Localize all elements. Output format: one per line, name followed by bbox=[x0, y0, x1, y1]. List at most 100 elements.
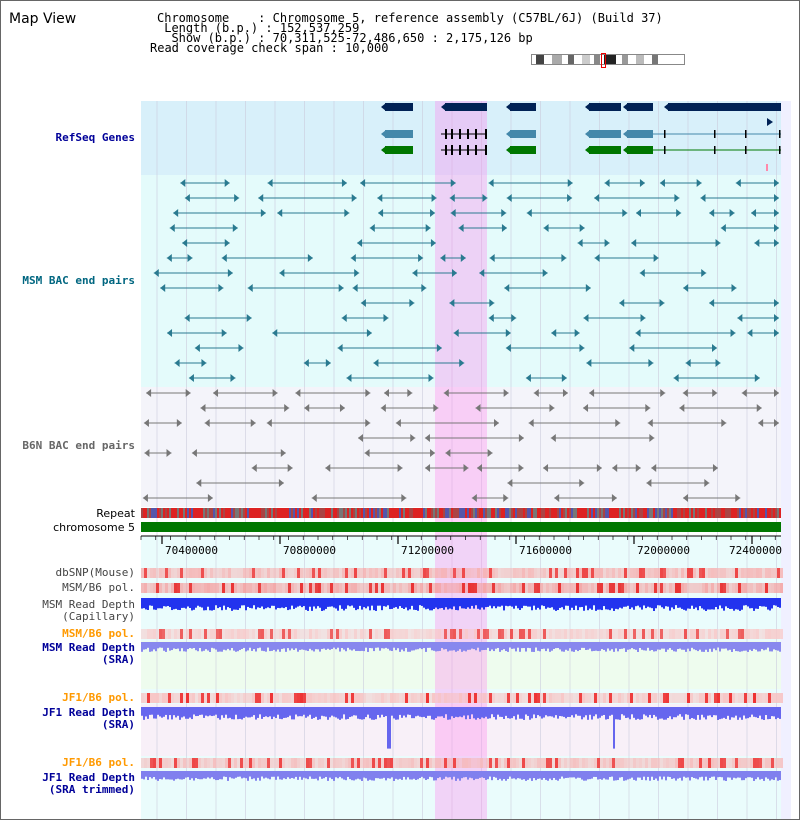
b6n-bac-pair-end bbox=[425, 464, 431, 472]
jf1-b6-pol-strip bbox=[558, 758, 561, 768]
msm-depth-capillary-bar bbox=[333, 598, 335, 608]
msm-depth-capillary-bar bbox=[597, 598, 599, 610]
jf1-depth-sra-bar bbox=[295, 707, 297, 715]
repeat-segment bbox=[575, 508, 577, 518]
msm-depth-sra-line2: (SRA) bbox=[101, 653, 135, 666]
track-label-refseq[interactable]: RefSeq Genes bbox=[55, 131, 135, 144]
refseq-exon bbox=[459, 129, 461, 139]
msm-b6-pol-strip bbox=[561, 583, 564, 593]
repeat-segment bbox=[771, 508, 773, 518]
jf1-depth-sra-bar bbox=[735, 707, 737, 716]
msm-b6-pol-strip bbox=[144, 629, 147, 639]
jf1-b6-pol-strip bbox=[357, 693, 360, 703]
jf1-depth-trimmed-bar bbox=[383, 771, 385, 778]
msm-depth-sra-bar bbox=[347, 642, 349, 648]
dbsnp-strip bbox=[408, 568, 411, 578]
msm-depth-capillary-bar bbox=[527, 598, 529, 607]
msm-depth-capillary-bar bbox=[445, 598, 447, 608]
repeat-segment bbox=[377, 508, 379, 518]
repeat-segment bbox=[215, 508, 217, 518]
msm-b6-pol-strip bbox=[456, 583, 459, 593]
dbsnp-strip bbox=[234, 568, 237, 578]
msm-b6-pol-strip bbox=[507, 629, 510, 639]
repeat-segment bbox=[465, 508, 467, 518]
repeat-segment bbox=[209, 508, 211, 518]
msm-bac-pair-end bbox=[659, 299, 665, 307]
jf1-b6-pol-strip bbox=[537, 758, 540, 768]
track-label-chromosome[interactable]: chromosome 5 bbox=[53, 521, 135, 534]
msm-depth-capillary-bar bbox=[461, 598, 463, 609]
msm-b6-pol-strip bbox=[294, 583, 297, 593]
msm-depth-sra-bar bbox=[395, 642, 397, 651]
msm-bac-pair-end bbox=[430, 209, 436, 217]
repeat-segment bbox=[421, 508, 423, 518]
msm-b6-pol-strip bbox=[645, 629, 648, 639]
repeat-segment bbox=[529, 508, 531, 518]
refseq-gene-arrow bbox=[623, 103, 628, 111]
track-label-b6n-bac[interactable]: B6N BAC end pairs bbox=[22, 439, 135, 452]
track-label-dbsnp[interactable]: dbSNP(Mouse) bbox=[55, 566, 135, 579]
msm-depth-sra-bar bbox=[355, 642, 357, 652]
track-label-msm-b6-pol-2[interactable]: MSM/B6 pol. bbox=[62, 627, 135, 640]
msm-depth-capillary-bar bbox=[399, 598, 401, 607]
jf1-b6-pol-strip bbox=[282, 693, 285, 703]
dbsnp-strip bbox=[360, 568, 363, 578]
jf1-depth-trimmed-bar bbox=[523, 771, 525, 780]
jf1-depth-sra-bar bbox=[493, 707, 495, 718]
jf1-depth-sra-bar bbox=[717, 707, 719, 720]
track-label-jf1-b6-pol-2[interactable]: JF1/B6 pol. bbox=[62, 756, 135, 769]
msm-b6-pol-strip bbox=[513, 629, 516, 639]
msm-bac-pair-end bbox=[506, 194, 512, 202]
jf1-depth-trimmed-bar bbox=[215, 771, 217, 781]
jf1-b6-pol-strip bbox=[261, 758, 264, 768]
jf1-depth-trimmed-bar bbox=[767, 771, 769, 779]
track-label-jf1-depth-trimmed[interactable]: JF1 Read Depth (SRA trimmed) bbox=[1, 772, 135, 796]
msm-depth-sra-bar bbox=[617, 642, 619, 652]
jf1-b6-pol-strip bbox=[762, 758, 765, 768]
repeat-segment bbox=[617, 508, 619, 518]
jf1-b6-pol-strip bbox=[576, 758, 579, 768]
msm-depth-capillary-bar bbox=[687, 598, 689, 609]
track-label-msm-depth-sra[interactable]: MSM Read Depth (SRA) bbox=[1, 642, 135, 666]
track-label-msm-bac[interactable]: MSM BAC end pairs bbox=[22, 274, 135, 287]
msm-depth-capillary-bar bbox=[661, 598, 663, 608]
msm-b6-pol-strip bbox=[669, 583, 672, 593]
repeat-segment bbox=[415, 508, 417, 518]
msm-depth-sra-bar bbox=[199, 642, 201, 649]
jf1-depth-trimmed-bar bbox=[741, 771, 743, 781]
track-label-msm-depth-capillary[interactable]: MSM Read Depth (Capillary) bbox=[1, 599, 135, 623]
repeat-segment bbox=[527, 508, 529, 518]
jf1-b6-pol-strip bbox=[516, 758, 519, 768]
track-label-msm-b6-pol-1[interactable]: MSM/B6 pol. bbox=[62, 581, 135, 594]
track-label-jf1-b6-pol-1[interactable]: JF1/B6 pol. bbox=[62, 691, 135, 704]
dbsnp-strip bbox=[183, 568, 186, 578]
dbsnp-strip bbox=[297, 568, 300, 578]
b6n-bac-pair-end bbox=[704, 479, 710, 487]
msm-depth-capillary-bar bbox=[269, 598, 271, 609]
msm-b6-pol-strip bbox=[198, 629, 201, 639]
jf1-b6-pol-strip bbox=[318, 758, 321, 768]
msm-bac-pair-end bbox=[774, 239, 779, 247]
jf1-b6-pol-strip bbox=[327, 693, 330, 703]
dbsnp-strip bbox=[357, 568, 360, 578]
jf1-depth-trimmed-bar bbox=[233, 771, 235, 779]
msm-b6-pol-strip bbox=[588, 629, 591, 639]
dbsnp-strip bbox=[768, 568, 771, 578]
jf1-depth-trimmed-bar bbox=[423, 771, 425, 779]
jf1-b6-pol-strip bbox=[444, 758, 447, 768]
jf1-b6-pol-strip bbox=[705, 693, 708, 703]
msm-bac-pair-end bbox=[194, 344, 200, 352]
chromosome-ideogram[interactable] bbox=[531, 53, 685, 68]
jf1-b6-pol-strip bbox=[654, 758, 657, 768]
dbsnp-strip bbox=[732, 568, 735, 578]
track-label-repeat[interactable]: Repeat bbox=[96, 507, 135, 520]
msm-depth-capillary-bar bbox=[343, 598, 345, 611]
jf1-b6-pol-strip bbox=[321, 693, 324, 703]
track-label-jf1-depth-sra[interactable]: JF1 Read Depth (SRA) bbox=[1, 707, 135, 731]
msm-b6-pol-strip bbox=[180, 583, 183, 593]
jf1-b6-pol-strip bbox=[741, 758, 744, 768]
msm-bac-pair-end bbox=[685, 359, 691, 367]
msm-bac-pair-end bbox=[511, 314, 517, 322]
jf1-depth-sra-bar bbox=[505, 707, 507, 716]
